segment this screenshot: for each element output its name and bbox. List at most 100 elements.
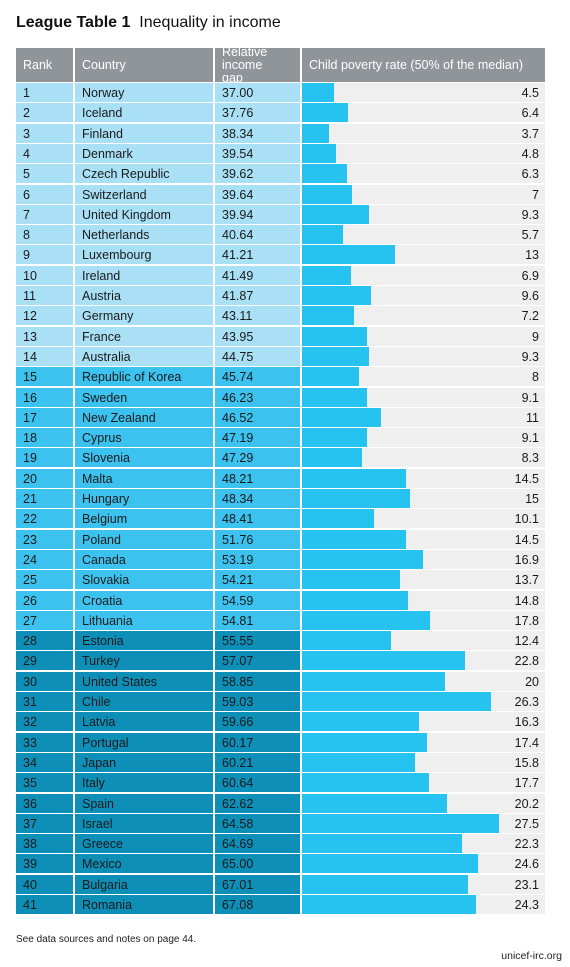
rank: 26 (16, 590, 73, 610)
column-header: Relative income gap (215, 45, 300, 84)
title-text: Inequality in income (139, 14, 281, 31)
rank: 31 (16, 692, 73, 711)
bar-bg (302, 83, 545, 102)
poverty-rate: 8.3 (521, 451, 539, 466)
bar (302, 265, 352, 285)
income-gap: 53.19 (215, 549, 300, 569)
poverty-rate: 5.7 (521, 228, 539, 243)
bar (302, 671, 446, 691)
income-gap: 64.58 (215, 813, 300, 833)
column-header: Child poverty rate (50% of the median) (302, 48, 545, 82)
bar (302, 468, 406, 488)
rank: 7 (16, 204, 73, 224)
bar-bg (302, 225, 545, 245)
income-gap: 44.75 (215, 346, 300, 366)
income-gap: 67.08 (215, 895, 300, 914)
rank: 37 (16, 813, 73, 833)
rank: 19 (16, 448, 73, 468)
income-gap: 51.76 (215, 529, 300, 549)
poverty-rate: 7.2 (521, 309, 539, 324)
country: Cyprus (75, 428, 213, 448)
income-gap: 45.74 (215, 367, 300, 387)
bar (302, 631, 391, 651)
bar (302, 813, 500, 833)
poverty-rate: 9.1 (521, 390, 539, 405)
poverty-rate: 22.3 (514, 837, 539, 852)
poverty-rate: 17.7 (514, 776, 539, 791)
rank: 21 (16, 489, 73, 508)
poverty-rate: 22.8 (514, 654, 539, 669)
country: Spain (75, 793, 213, 813)
rank: 22 (16, 509, 73, 529)
rank: 6 (16, 184, 73, 204)
income-gap: 48.21 (215, 468, 300, 488)
bar-bg (302, 123, 545, 143)
income-gap: 57.07 (215, 651, 300, 671)
bar-bg (302, 164, 545, 184)
country: Denmark (75, 143, 213, 163)
rank: 33 (16, 732, 73, 752)
country: New Zealand (75, 407, 213, 427)
rank: 4 (16, 143, 73, 163)
country: Bulgaria (75, 874, 213, 894)
rank: 23 (16, 529, 73, 549)
rank: 24 (16, 549, 73, 569)
rank: 40 (16, 874, 73, 894)
bar (302, 590, 409, 610)
income-gap: 39.64 (215, 184, 300, 204)
poverty-rate: 20.2 (514, 796, 539, 811)
source: unicef-irc.org (501, 950, 562, 962)
country: Israel (75, 813, 213, 833)
rank: 14 (16, 346, 73, 366)
country: Germany (75, 306, 213, 326)
country: Greece (75, 834, 213, 854)
bar (302, 489, 410, 508)
income-gap: 64.69 (215, 834, 300, 854)
country: Czech Republic (75, 164, 213, 184)
bar (302, 895, 477, 914)
income-gap: 67.01 (215, 874, 300, 894)
rank: 32 (16, 712, 73, 732)
country: Sweden (75, 387, 213, 407)
country: Finland (75, 123, 213, 143)
country: Malta (75, 468, 213, 488)
poverty-rate: 15 (525, 492, 539, 506)
bar (302, 529, 406, 549)
rank: 20 (16, 468, 73, 488)
bar-bg (302, 143, 545, 163)
poverty-rate: 17.4 (514, 735, 539, 750)
income-gap: 62.62 (215, 793, 300, 813)
bar (302, 549, 424, 569)
poverty-rate: 8 (532, 370, 539, 385)
income-gap: 60.64 (215, 773, 300, 793)
income-gap: 39.94 (215, 204, 300, 224)
rank: 34 (16, 752, 73, 772)
country: United Kingdom (75, 204, 213, 224)
bar (302, 123, 329, 143)
country: Mexico (75, 854, 213, 874)
country: Estonia (75, 631, 213, 651)
bar (302, 651, 466, 671)
income-gap: 41.21 (215, 245, 300, 265)
poverty-rate: 9.3 (521, 207, 539, 222)
poverty-rate: 16.3 (514, 715, 539, 730)
bar (302, 752, 416, 772)
bar (302, 732, 427, 752)
rank: 17 (16, 407, 73, 427)
bar (302, 773, 429, 793)
rank: 29 (16, 651, 73, 671)
poverty-rate: 9.1 (521, 431, 539, 446)
rank: 36 (16, 793, 73, 813)
country: United States (75, 671, 213, 691)
poverty-rate: 6.3 (521, 167, 539, 182)
bar (302, 854, 479, 874)
income-gap: 58.85 (215, 671, 300, 691)
country: Ireland (75, 265, 213, 285)
rank: 28 (16, 631, 73, 651)
rank: 30 (16, 671, 73, 691)
income-gap: 46.23 (215, 387, 300, 407)
bar (302, 204, 369, 224)
income-gap: 43.95 (215, 326, 300, 346)
